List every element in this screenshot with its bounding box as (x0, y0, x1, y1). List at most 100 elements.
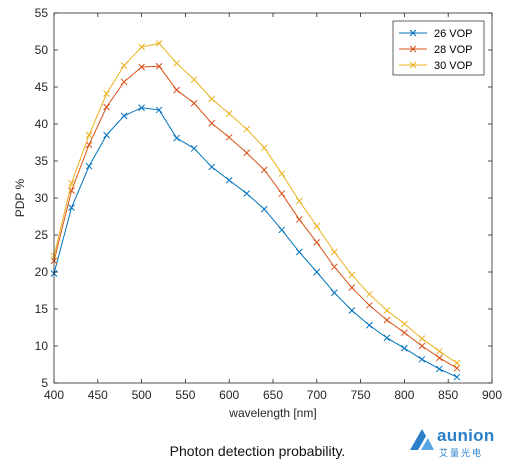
data-point-marker (103, 131, 110, 139)
legend-swatch-marker (409, 61, 417, 69)
data-point-marker (295, 216, 303, 223)
data-point-marker (278, 190, 286, 197)
data-point-marker (453, 373, 461, 381)
data-point-marker (68, 179, 75, 187)
x-tick-label: 700 (307, 388, 327, 402)
data-point-marker (366, 321, 373, 329)
y-tick-label: 25 (35, 228, 49, 242)
data-point-marker (173, 59, 180, 67)
data-point-marker (383, 334, 391, 342)
x-tick-label: 450 (88, 388, 108, 402)
data-point-marker (313, 268, 321, 276)
data-point-marker (155, 106, 163, 114)
y-tick-label: 55 (35, 6, 49, 20)
x-tick-label: 500 (132, 388, 152, 402)
data-point-marker (103, 103, 110, 111)
data-point-marker (260, 166, 268, 174)
data-point-marker (243, 125, 251, 133)
data-point-marker (190, 76, 198, 83)
data-point-marker (436, 365, 443, 373)
logo-wordmark: aunion (437, 426, 495, 445)
data-point-marker (401, 320, 408, 328)
data-point-marker (138, 104, 145, 112)
aunion-logo: aunion 艾量光电 (407, 424, 507, 460)
legend-box (392, 20, 485, 76)
data-point-marker (243, 190, 251, 197)
legend-label: 30 VOP (434, 60, 473, 72)
data-point-marker (155, 39, 163, 47)
y-tick-label: 20 (35, 265, 49, 279)
data-point-marker (190, 145, 198, 152)
logo-subtitle: 艾量光电 (439, 448, 484, 458)
data-point-marker (138, 43, 145, 51)
y-tick-label: 35 (35, 154, 49, 168)
data-point-marker (401, 329, 408, 337)
data-point-marker (330, 248, 338, 256)
y-tick-label: 30 (35, 191, 49, 205)
data-point-marker (173, 86, 180, 94)
data-point-marker (366, 290, 373, 298)
x-axis-label: wavelength [nm] (228, 406, 316, 420)
data-point-marker (313, 222, 321, 230)
logo-mark-icon (410, 429, 434, 450)
legend: 26 VOP 28 VOP 30 VOP (392, 20, 485, 76)
y-tick-label: 15 (35, 302, 49, 316)
data-point-marker (348, 307, 356, 314)
x-tick-label: 850 (438, 388, 458, 402)
y-tick-label: 40 (35, 117, 49, 131)
series-line-2 (53, 65, 458, 369)
data-point-marker (278, 170, 286, 177)
data-point-marker (120, 78, 128, 86)
x-tick-label: 800 (394, 388, 414, 402)
data-point-marker (453, 364, 461, 372)
data-point-marker (278, 226, 286, 234)
data-point-marker (68, 204, 75, 211)
data-point-marker (401, 344, 408, 352)
data-point-marker (225, 133, 233, 141)
y-tick-label: 5 (41, 376, 48, 390)
data-point-marker (120, 62, 128, 69)
x-tick-label: 900 (482, 388, 502, 402)
data-point-marker (138, 63, 145, 71)
data-point-marker (120, 112, 128, 120)
legend-swatch-marker (409, 29, 417, 37)
y-tick-label: 10 (35, 339, 49, 353)
data-point-marker (383, 307, 391, 314)
data-point-marker (208, 119, 216, 127)
axis-ticks: 400 450 500 550 600 650 700 750 800 850 900 5 10 15 20… (35, 6, 503, 402)
data-point-marker (208, 163, 216, 171)
data-point-marker (366, 301, 373, 309)
data-point-marker (330, 289, 338, 297)
y-axis-label: PDP % (13, 178, 27, 217)
y-tick-label: 45 (35, 80, 49, 94)
chart-marks (50, 39, 461, 381)
data-point-marker (436, 347, 443, 355)
data-point-marker (348, 271, 356, 279)
figure-caption: Photon detection probability. (169, 443, 346, 459)
data-point-marker (225, 110, 233, 117)
data-point-marker (243, 149, 251, 157)
data-point-marker (418, 355, 426, 363)
legend-swatch-marker (409, 45, 417, 53)
data-point-marker (85, 162, 93, 170)
data-point-marker (330, 263, 338, 271)
x-tick-label: 750 (351, 388, 371, 402)
data-point-marker (383, 316, 391, 324)
data-point-marker (260, 205, 268, 213)
data-point-marker (260, 144, 268, 152)
data-point-marker (190, 99, 198, 107)
data-point-marker (436, 354, 443, 362)
x-tick-label: 400 (44, 388, 64, 402)
data-point-marker (348, 284, 356, 291)
series-line-1 (53, 107, 458, 378)
data-point-marker (418, 342, 426, 350)
data-point-marker (313, 239, 321, 246)
legend-label: 28 VOP (434, 44, 473, 56)
data-point-marker (85, 131, 93, 139)
data-point-marker (295, 197, 303, 205)
x-tick-label: 550 (175, 388, 195, 402)
data-point-marker (225, 176, 233, 184)
data-point-marker (103, 90, 110, 98)
x-tick-label: 650 (263, 388, 283, 402)
